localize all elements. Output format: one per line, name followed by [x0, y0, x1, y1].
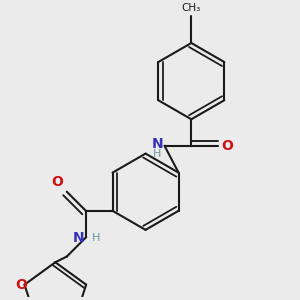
- Text: O: O: [221, 139, 233, 153]
- Text: CH₃: CH₃: [182, 3, 201, 13]
- Text: H: H: [152, 148, 161, 158]
- Text: O: O: [15, 278, 27, 292]
- Text: N: N: [152, 137, 163, 152]
- Text: H: H: [92, 233, 100, 243]
- Text: N: N: [73, 231, 84, 245]
- Text: O: O: [52, 175, 64, 189]
